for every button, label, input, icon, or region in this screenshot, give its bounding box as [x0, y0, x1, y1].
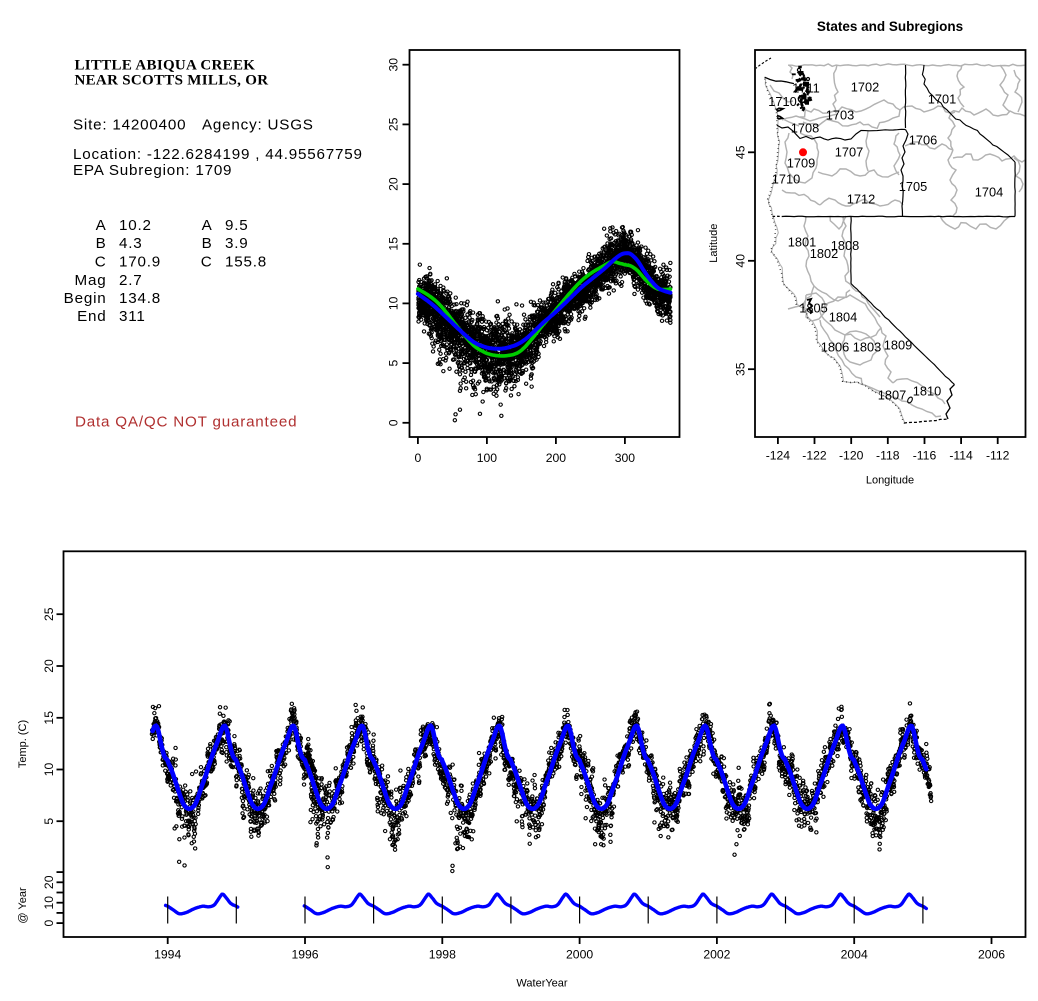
- svg-text:170.9: 170.9: [119, 254, 161, 271]
- svg-text:B: B: [202, 235, 213, 252]
- svg-text:1809: 1809: [884, 338, 912, 353]
- svg-text:Longitude: Longitude: [866, 475, 914, 487]
- svg-text:5: 5: [387, 359, 401, 366]
- svg-text:EPA Subregion: 1709: EPA Subregion: 1709: [73, 162, 232, 179]
- svg-text:1702: 1702: [851, 80, 879, 95]
- svg-text:1704: 1704: [975, 185, 1003, 200]
- svg-text:1706: 1706: [909, 133, 937, 148]
- svg-text:1707: 1707: [835, 145, 863, 160]
- svg-text:200: 200: [546, 451, 567, 465]
- svg-text:155.8: 155.8: [225, 254, 267, 271]
- svg-text:25: 25: [387, 117, 401, 131]
- svg-text:Data QA/QC NOT guaranteed: Data QA/QC NOT guaranteed: [75, 414, 297, 431]
- svg-text:A: A: [202, 217, 213, 234]
- svg-text:-114: -114: [949, 449, 973, 463]
- svg-text:3.9: 3.9: [225, 235, 249, 252]
- svg-text:4.3: 4.3: [119, 235, 143, 252]
- svg-text:10: 10: [387, 296, 401, 310]
- svg-text:15: 15: [387, 237, 401, 251]
- svg-text:2000: 2000: [566, 948, 593, 962]
- svg-text:45: 45: [734, 145, 748, 159]
- svg-text:1804: 1804: [829, 310, 857, 325]
- svg-text:9.5: 9.5: [225, 217, 249, 234]
- svg-text:40: 40: [734, 254, 748, 268]
- svg-text:1711: 1711: [792, 81, 820, 96]
- svg-text:2.7: 2.7: [119, 272, 143, 289]
- svg-text:-112: -112: [986, 449, 1010, 463]
- svg-text:20: 20: [387, 177, 401, 191]
- svg-text:Latitude: Latitude: [708, 224, 720, 263]
- svg-text:-122: -122: [802, 449, 827, 463]
- svg-text:Location: -122.6284199 , 44.95: Location: -122.6284199 , 44.95567759: [73, 146, 363, 163]
- svg-text:1802: 1802: [810, 246, 838, 261]
- svg-text:0: 0: [415, 451, 422, 465]
- svg-text:1808: 1808: [831, 238, 859, 253]
- svg-text:1701: 1701: [928, 92, 956, 107]
- svg-text:1807: 1807: [878, 388, 906, 403]
- svg-text:-124: -124: [766, 449, 791, 463]
- svg-text:20: 20: [42, 659, 56, 673]
- svg-text:1710: 1710: [768, 94, 796, 109]
- svg-text:35: 35: [734, 362, 748, 376]
- svg-text:5: 5: [42, 818, 56, 825]
- svg-text:1998: 1998: [429, 948, 456, 962]
- svg-text:Begin: Begin: [64, 290, 107, 307]
- svg-text:134.8: 134.8: [119, 290, 161, 307]
- svg-text:States and Subregions: States and Subregions: [817, 19, 963, 34]
- svg-text:1994: 1994: [154, 948, 181, 962]
- svg-text:Site: 14200400: Site: 14200400: [73, 117, 186, 134]
- svg-text:10: 10: [42, 763, 56, 777]
- svg-text:311: 311: [119, 308, 146, 325]
- svg-text:0: 0: [387, 419, 401, 426]
- svg-text:10.2: 10.2: [119, 217, 152, 234]
- svg-text:2004: 2004: [841, 948, 868, 962]
- svg-text:1708: 1708: [791, 121, 819, 136]
- svg-text:C: C: [95, 254, 107, 271]
- svg-text:10: 10: [42, 896, 56, 910]
- svg-text:1703: 1703: [826, 108, 854, 123]
- svg-text:C: C: [201, 254, 213, 271]
- svg-text:Temp. (C): Temp. (C): [17, 720, 29, 768]
- svg-text:End: End: [77, 308, 106, 325]
- svg-text:-120: -120: [839, 449, 864, 463]
- svg-text:1803: 1803: [853, 340, 881, 355]
- svg-text:LITTLE ABIQUA CREEK: LITTLE ABIQUA CREEK: [75, 58, 256, 74]
- svg-text:100: 100: [477, 451, 498, 465]
- svg-text:1810: 1810: [913, 384, 941, 399]
- svg-text:15: 15: [42, 711, 56, 725]
- svg-text:1712: 1712: [847, 192, 875, 207]
- svg-text:30: 30: [387, 58, 401, 72]
- svg-text:1705: 1705: [899, 179, 927, 194]
- svg-text:2006: 2006: [978, 948, 1005, 962]
- svg-text:300: 300: [615, 451, 636, 465]
- svg-text:@ Year: @ Year: [17, 887, 29, 924]
- svg-text:1805: 1805: [799, 301, 827, 316]
- svg-text:20: 20: [42, 875, 56, 889]
- svg-text:NEAR SCOTTS MILLS, OR: NEAR SCOTTS MILLS, OR: [75, 73, 269, 89]
- svg-text:WaterYear: WaterYear: [516, 978, 567, 990]
- svg-text:1806: 1806: [821, 340, 849, 355]
- svg-text:Agency: USGS: Agency: USGS: [202, 117, 314, 134]
- svg-text:-116: -116: [913, 449, 937, 463]
- svg-text:Mag: Mag: [75, 272, 107, 289]
- svg-text:A: A: [96, 217, 107, 234]
- svg-text:25: 25: [42, 607, 56, 621]
- svg-text:B: B: [96, 235, 107, 252]
- svg-text:1996: 1996: [291, 948, 318, 962]
- svg-text:1801: 1801: [788, 235, 816, 250]
- svg-text:2002: 2002: [703, 948, 730, 962]
- svg-text:1709: 1709: [787, 156, 815, 171]
- svg-text:-118: -118: [876, 449, 900, 463]
- svg-text:1710: 1710: [772, 172, 800, 187]
- svg-text:0: 0: [42, 919, 56, 926]
